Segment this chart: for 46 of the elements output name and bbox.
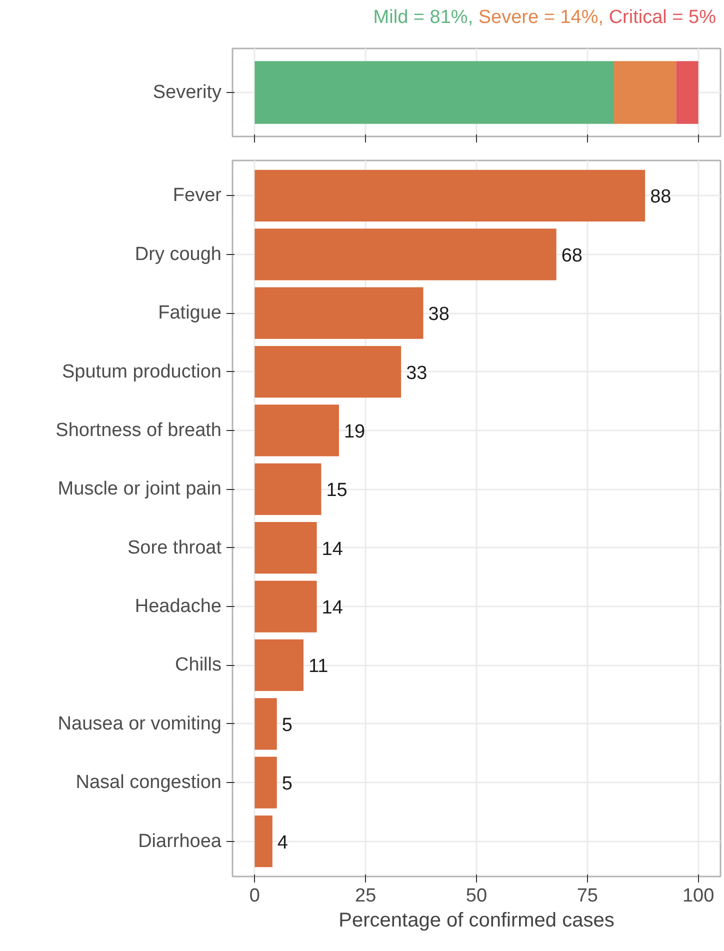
y-tick-label: Fatigue [158, 302, 222, 324]
y-tick-label: Severity [152, 82, 222, 103]
bar [254, 756, 277, 808]
data-label: 14 [322, 538, 344, 560]
data-label: 15 [326, 480, 348, 502]
bar [254, 404, 339, 456]
data-label: 38 [428, 304, 450, 326]
data-label: 5 [282, 774, 292, 795]
y-tick-label: Dry cough [134, 244, 222, 265]
bar [254, 639, 304, 692]
bar [254, 698, 277, 750]
bar [254, 463, 322, 515]
data-label: 88 [650, 186, 672, 208]
x-tick-label: 25 [355, 886, 376, 906]
y-tick-label: Shortness of breath [56, 420, 222, 441]
data-label: 4 [277, 832, 288, 854]
bar [254, 580, 317, 632]
x-tick-label: 75 [576, 886, 598, 906]
bar [254, 170, 646, 222]
bar [254, 522, 317, 574]
y-tick-label: Headache [134, 596, 222, 618]
bar [254, 346, 402, 398]
x-tick-label: 0 [249, 886, 260, 906]
bar [254, 228, 556, 280]
y-tick-label: Nasal congestion [76, 772, 222, 794]
y-tick-label: Sputum production [62, 361, 222, 382]
y-tick-label: Nausea or vomiting [58, 713, 222, 734]
y-tick-label: Sore throat [128, 537, 222, 558]
bar [254, 815, 272, 868]
series-label: Mild = 81%, [373, 7, 474, 28]
y-tick-label: Diarrhoea [138, 830, 222, 852]
series-label: Critical = 5% [608, 7, 716, 28]
x-axis-title: Percentage of confirmed cases [338, 910, 614, 932]
data-label: 68 [561, 245, 582, 266]
x-tick-label: 100 [682, 886, 714, 906]
bar [254, 287, 424, 339]
series-label: Severe = 14%, [478, 7, 604, 28]
x-tick-label: 50 [466, 886, 488, 906]
y-tick-label: Muscle or joint pain [58, 478, 222, 500]
data-label: 19 [344, 421, 366, 442]
y-tick-label: Fever [172, 185, 222, 206]
data-label: 11 [308, 656, 328, 678]
data-label: 14 [322, 598, 344, 619]
data-label: 5 [282, 714, 292, 736]
data-label: 33 [406, 362, 428, 384]
y-tick-label: Chills [175, 654, 222, 676]
